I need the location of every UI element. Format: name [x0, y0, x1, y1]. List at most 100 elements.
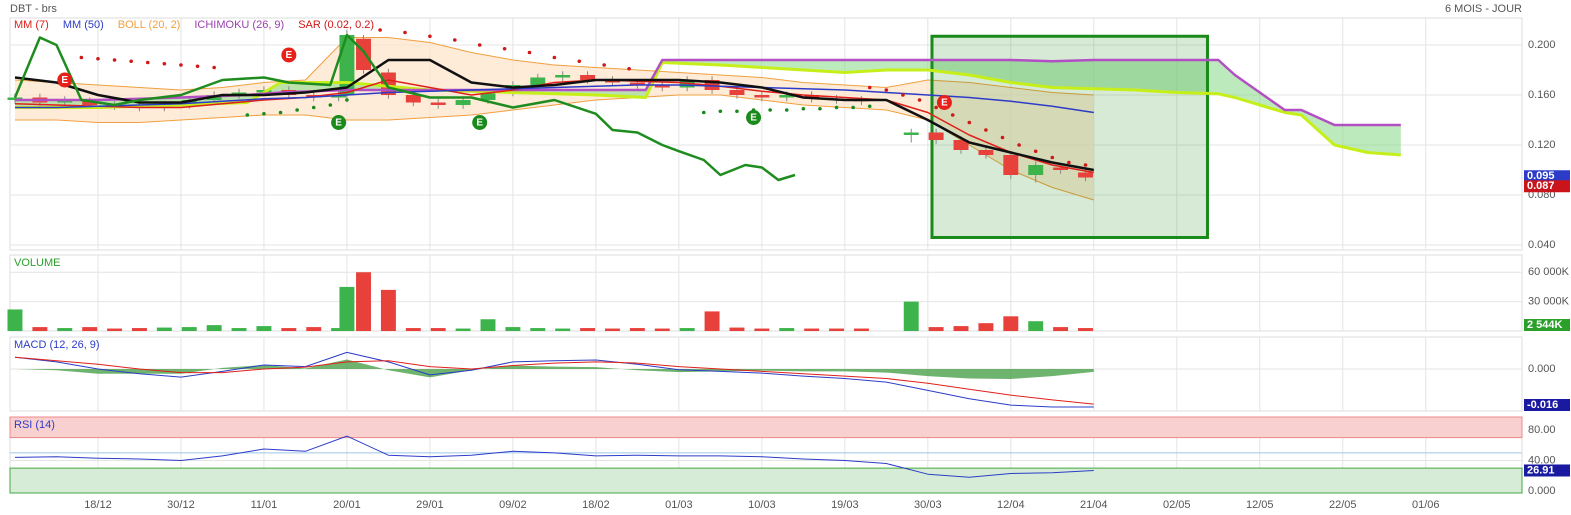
x-tick-label: 22/05	[1329, 499, 1357, 511]
tenkan-line	[14, 58, 1095, 172]
volume-bar	[430, 328, 446, 331]
sar-dot	[901, 93, 905, 97]
sar-dot	[162, 61, 167, 66]
candle-body	[181, 100, 197, 105]
volume-bar	[206, 325, 222, 331]
candle-body	[978, 150, 994, 155]
y-tick-label: 0.160	[1528, 89, 1556, 101]
volume-bar	[729, 327, 745, 331]
x-tick-label: 10/03	[748, 499, 776, 511]
volume-bar	[7, 309, 23, 331]
sar-dot	[195, 64, 200, 69]
oversold-zone	[9, 467, 1523, 494]
sar-dot	[967, 120, 972, 125]
event-marker	[746, 110, 762, 125]
sar-dot	[884, 88, 889, 92]
sar-dot	[784, 108, 789, 112]
candle-body	[555, 75, 571, 78]
candle-body	[754, 95, 770, 98]
volume-bar	[804, 328, 820, 331]
sar-dot	[96, 56, 100, 61]
x-tick-label: 18/02	[582, 499, 610, 511]
last-value-label: 0.095	[1527, 170, 1555, 182]
y-tick-label: 0.120	[1528, 139, 1556, 151]
legend-entry: MM (50)	[63, 19, 104, 31]
last-value-box	[1524, 180, 1570, 193]
candle-body	[7, 97, 23, 100]
x-tick-label: 12/05	[1246, 499, 1274, 511]
candle-body	[953, 140, 969, 150]
y-tick-label: 80.00	[1528, 424, 1556, 436]
volume-bar	[903, 301, 919, 331]
candle-body	[580, 75, 596, 80]
event-label: E	[750, 113, 757, 124]
x-tick-label: 19/03	[831, 499, 859, 511]
x-tick-label: 18/12	[84, 499, 112, 511]
candle-body	[356, 38, 371, 70]
event-label: E	[285, 50, 292, 61]
candle-body	[530, 77, 546, 85]
period-label: 6 MOIS - JOUR	[1445, 3, 1522, 15]
volume-bar	[605, 328, 620, 331]
x-tick-label: 21/04	[1080, 499, 1108, 511]
sar-dot	[1050, 155, 1055, 160]
sar-dot	[1083, 163, 1088, 167]
indicator-line	[14, 435, 1094, 478]
volume-bar	[654, 328, 670, 331]
x-tick-label: 29/01	[416, 499, 444, 511]
volume-bar	[281, 328, 297, 331]
volume-bar	[505, 327, 521, 331]
last-value-label: -0.016	[1527, 399, 1558, 411]
last-value-box	[1524, 170, 1570, 183]
x-tick-label: 02/05	[1163, 499, 1191, 511]
legend-entry: SAR (0.02, 0.2)	[298, 19, 374, 31]
sar-dot	[984, 128, 988, 132]
volume-bar	[405, 328, 421, 331]
volume-bar	[331, 328, 347, 331]
x-tick-label: 12/04	[997, 499, 1025, 511]
volume-bar	[704, 311, 720, 331]
candle-body	[331, 95, 347, 98]
candle-body	[779, 95, 795, 98]
candle-body	[405, 95, 421, 103]
sar-dot	[262, 111, 266, 116]
volume-bar	[629, 328, 645, 331]
indicator-line	[14, 351, 1094, 408]
volume-bar	[555, 328, 571, 331]
panel-frame	[9, 17, 1523, 251]
bollinger-band	[14, 37, 1094, 200]
legend-entry: MM (7)	[14, 19, 49, 31]
moving-average	[14, 79, 1094, 174]
sar-dot	[345, 98, 349, 102]
volume-bar	[978, 323, 994, 331]
volume-bar	[679, 328, 695, 331]
sar-dot	[834, 105, 839, 110]
senkou-b	[15, 58, 1401, 127]
last-value-label: 2 544K	[1527, 319, 1563, 331]
x-tick-label: 30/12	[167, 499, 195, 511]
sar-dot	[1033, 149, 1038, 154]
sar-dot	[311, 105, 316, 110]
volume-bar	[779, 328, 795, 331]
candle-body	[82, 101, 98, 105]
panel-frame	[9, 336, 1523, 412]
volume-bar	[356, 272, 371, 331]
sar-dot	[212, 65, 216, 70]
sar-dot	[179, 63, 183, 67]
sar-dot	[477, 43, 482, 47]
sar-dot	[112, 58, 117, 62]
candle-body	[903, 132, 919, 135]
y-tick-label: 0.000	[1528, 363, 1556, 375]
sar-dot	[602, 63, 606, 67]
volume-bar	[455, 328, 471, 331]
sar-dot	[851, 105, 855, 110]
event-label: E	[335, 118, 342, 129]
y-tick-label: 0.000	[1528, 485, 1556, 497]
volume-bar	[754, 328, 770, 331]
sar-dot	[453, 38, 457, 42]
candle-body	[480, 92, 496, 100]
event-marker	[936, 95, 952, 110]
chart-title: DBT - brs	[10, 3, 57, 15]
sar-dot	[768, 108, 772, 112]
event-marker	[281, 47, 297, 63]
